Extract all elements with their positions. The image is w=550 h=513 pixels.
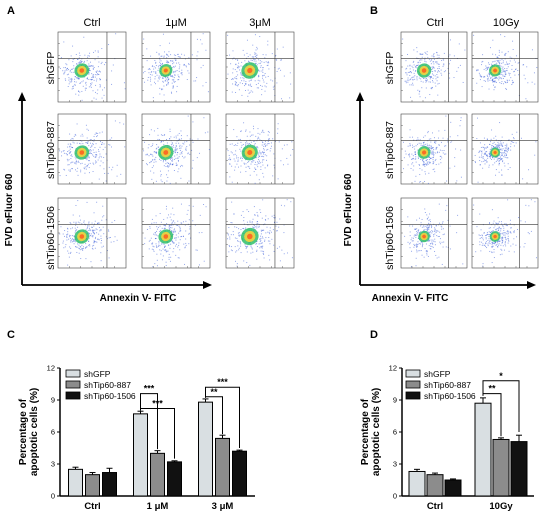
- panel-a-flow-plot-r2-c3: [225, 113, 295, 185]
- bar-shTip60-1506-3-μM: [232, 450, 247, 497]
- panel-a-col-ctrl: Ctrl: [83, 17, 100, 29]
- y-tick-label: 0: [393, 492, 397, 501]
- panel-a-col-1um: 1μM: [165, 17, 187, 29]
- legend-label: shGFP: [84, 369, 111, 379]
- legend-label: shTip60-887: [84, 380, 131, 390]
- panel-b-flow-plot-r1-c2: [471, 31, 539, 103]
- x-tick-label: Ctrl: [427, 501, 443, 512]
- y-tick-label: 9: [51, 396, 55, 405]
- bar-shTip60-887-1-μM: [150, 452, 165, 497]
- panel-a-flow-plot-r1-c2: [141, 31, 211, 103]
- bar-shTip60-1506-Ctrl: [102, 472, 117, 497]
- panel-c-bar-chart: 0 3 6 9 12 Percentage ofapoptotic cells (%) Ct…: [18, 364, 255, 512]
- x-tick-label: 1 μM: [147, 501, 169, 512]
- y-tick-label: 6: [51, 428, 55, 437]
- panel-a-x-axis-arrow: [22, 281, 212, 289]
- panel-a-flow-plot-r3-c3: [225, 197, 295, 269]
- panel-letter-b: B: [370, 5, 378, 17]
- panel-a-flow-plot-r2-c2: [141, 113, 211, 185]
- y-tick-label: 12: [47, 364, 55, 373]
- significance-bracket: [205, 396, 223, 435]
- bar-shTip60-887-Ctrl: [426, 474, 444, 497]
- significance-label: **: [488, 384, 496, 394]
- bar-shGFP-Ctrl: [68, 468, 83, 497]
- legend-swatch: [65, 380, 81, 389]
- panel-b-row-shtip60-887: shTip60-887: [384, 121, 396, 179]
- panel-b-flow-grid: [400, 31, 539, 269]
- panel-b-flow-plot-r3-c2: [471, 197, 539, 269]
- panel-b-flow-plot-r2-c2: [471, 113, 539, 185]
- bar-shTip60-887-Ctrl: [85, 474, 100, 497]
- legend-swatch: [405, 380, 421, 389]
- significance-label: ***: [217, 377, 228, 387]
- bar-shGFP-1-μM: [133, 413, 148, 497]
- panel-b-x-axis-title: Annexin V- FITC: [372, 293, 449, 304]
- y-tick-label: 12: [389, 364, 397, 373]
- panel-b-col-ctrl: Ctrl: [426, 17, 443, 29]
- bar-shTip60-887-10Gy: [492, 438, 510, 497]
- y-axis-label: Percentage ofapoptotic cells (%): [18, 388, 40, 476]
- significance-bracket: [140, 393, 158, 450]
- bar-shTip60-1506-1-μM: [167, 461, 182, 497]
- y-tick-label: 3: [393, 460, 397, 469]
- panel-a-flow-plot-r3-c1: [57, 197, 127, 269]
- panel-a-x-axis-title: Annexin V- FITC: [100, 293, 177, 304]
- panel-b-x-axis-arrow: [360, 281, 536, 289]
- panel-letter-d: D: [370, 329, 378, 341]
- bar-shGFP-10Gy: [474, 402, 492, 497]
- panel-a-flow-grid: [57, 31, 295, 269]
- panel-b-row-shgfp: shGFP: [384, 52, 396, 85]
- bar-shTip60-1506-10Gy: [510, 441, 528, 497]
- panel-b-y-axis-arrow: [356, 92, 364, 285]
- panel-a-col-3um: 3μM: [249, 17, 271, 29]
- x-tick-label: 3 μM: [212, 501, 234, 512]
- panel-b-flow-plot-r1-c1: [400, 31, 468, 103]
- panel-a-y-axis-arrow: [18, 92, 26, 285]
- legend-swatch: [65, 391, 81, 400]
- legend-swatch: [405, 369, 421, 378]
- bar-shTip60-1506-Ctrl: [444, 479, 462, 497]
- bar-shTip60-887-3-μM: [215, 437, 230, 497]
- legend-label: shTip60-1506: [424, 391, 476, 401]
- significance-bracket: [482, 393, 502, 437]
- panel-letter-a: A: [7, 5, 15, 17]
- panel-b-flow-plot-r3-c1: [400, 197, 468, 269]
- legend-label: shGFP: [424, 369, 451, 379]
- significance-bracket: [205, 386, 240, 448]
- y-tick-label: 9: [393, 396, 397, 405]
- legend-label: shTip60-1506: [84, 391, 136, 401]
- y-tick-label: 3: [51, 460, 55, 469]
- panel-a-row-shtip60-887: shTip60-887: [45, 121, 57, 179]
- panel-a-row-shgfp: shGFP: [45, 52, 57, 85]
- significance-label: ***: [144, 384, 155, 394]
- panel-a-row-shtip60-1506: shTip60-1506: [45, 206, 57, 270]
- panel-b-row-shtip60-1506: shTip60-1506: [384, 206, 396, 270]
- y-tick-label: 0: [51, 492, 55, 501]
- x-tick-label: 10Gy: [489, 501, 513, 512]
- panel-letter-c: C: [7, 329, 15, 341]
- panel-a-flow-plot-r1-c3: [225, 31, 295, 103]
- legend-label: shTip60-887: [424, 380, 471, 390]
- y-tick-label: 6: [393, 428, 397, 437]
- significance-label: ***: [152, 399, 163, 409]
- x-tick-label: Ctrl: [84, 501, 100, 512]
- significance-bracket: [140, 408, 175, 459]
- bar-shGFP-3-μM: [198, 401, 213, 497]
- significance-bracket: [482, 380, 520, 432]
- panel-b-y-axis-title: FVD eFluor 660: [343, 173, 354, 246]
- legend-swatch: [405, 391, 421, 400]
- panel-a-y-axis-title: FVD eFluor 660: [4, 173, 15, 246]
- y-axis-label: Percentage ofapoptotic cells (%): [360, 388, 382, 476]
- panel-b-flow-plot-r2-c1: [400, 113, 468, 185]
- panel-b-col-10gy: 10Gy: [493, 17, 520, 29]
- panel-a-flow-plot-r2-c1: [57, 113, 127, 185]
- panel-d-bar-chart: 0 3 6 9 12 Percentage ofapoptotic cells (%) Ct…: [360, 364, 534, 512]
- panel-a-flow-plot-r1-c1: [57, 31, 127, 103]
- legend-swatch: [65, 369, 81, 378]
- significance-label: *: [499, 371, 503, 381]
- panel-a-flow-plot-r3-c2: [141, 197, 211, 269]
- significance-label: **: [210, 387, 218, 397]
- bar-shGFP-Ctrl: [408, 470, 426, 497]
